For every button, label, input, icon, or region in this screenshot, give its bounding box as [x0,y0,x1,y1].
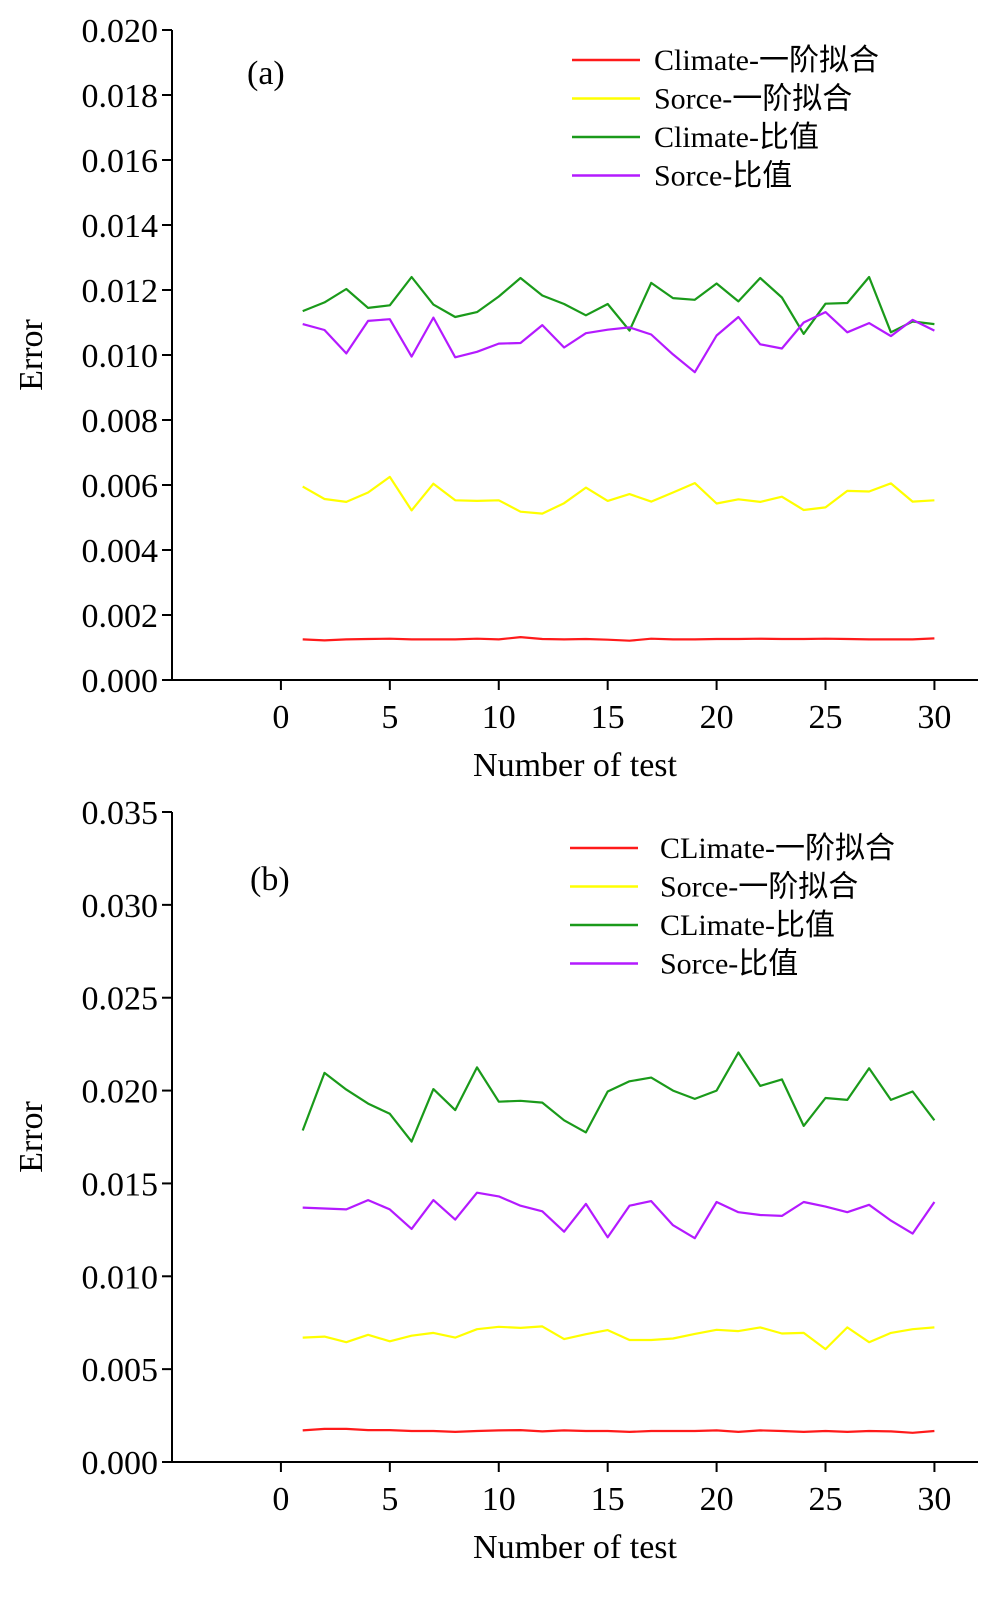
y-tick-label: 0.015 [82,1166,159,1203]
panel-b: 0.000 0.005 0.010 0.015 0.020 0.025 0.030 0.035… [13,795,978,1566]
series-line-3 [302,1191,936,1240]
y-tick-label: 0.008 [82,403,159,440]
legend-label-1: Sorce-一阶拟合 [654,83,852,116]
legend-label-3: Sorce-比值 [660,948,798,981]
series-line-2 [302,275,935,335]
legend-label-2: Climate-比值 [654,121,819,154]
panel-label: (b) [250,861,290,898]
x-tick-label: 20 [700,1481,734,1518]
y-tick-label: 0.010 [82,1259,159,1296]
x-tick-label: 0 [272,699,289,736]
series-line-1 [302,1325,935,1351]
y-tick-label: 0.000 [82,663,159,700]
y-tick-label: 0.020 [82,13,159,50]
x-tick-label: 25 [809,1481,843,1518]
y-axis-title: Error [13,318,50,390]
y-tick-label: 0.002 [82,598,159,635]
y-tick-label: 0.010 [82,338,159,375]
y-tick-label: 0.000 [82,1445,159,1482]
x-axis-title: Number of test [473,747,678,784]
y-tick-label: 0.035 [82,795,159,832]
legend-label-3: Sorce-比值 [654,160,792,193]
panel-a: 0.000 0.002 0.004 0.006 0.008 0.010 0.012 0.014… [13,13,978,784]
panel-label: (a) [247,55,285,92]
x-tick-label: 5 [381,1481,398,1518]
y-tick-label: 0.016 [82,143,159,180]
x-tick-label: 25 [809,699,843,736]
legend-label-2: CLimate-比值 [660,909,835,942]
legend-label-0: Climate-一阶拟合 [654,44,879,77]
series-line-0 [302,1427,935,1434]
series-line-3 [302,311,935,374]
y-tick-label: 0.006 [82,468,159,505]
series-line-2 [301,1051,936,1143]
x-tick-label: 10 [482,699,516,736]
y-tick-label: 0.030 [82,888,159,925]
y-tick-label: 0.005 [82,1352,159,1389]
y-axis-title: Error [13,1100,50,1172]
x-tick-label: 15 [591,699,625,736]
y-tick-label: 0.018 [82,78,159,115]
x-tick-label: 0 [272,1481,289,1518]
x-tick-label: 5 [381,699,398,736]
y-tick-label: 0.014 [82,208,159,245]
x-tick-label: 30 [917,699,951,736]
x-axis-title: Number of test [473,1529,678,1566]
x-tick-label: 30 [917,1481,951,1518]
x-tick-label: 10 [482,1481,516,1518]
y-tick-label: 0.020 [82,1074,159,1111]
y-tick-label: 0.004 [82,533,159,570]
legend-label-0: CLimate-一阶拟合 [660,832,895,865]
series-line-0 [302,635,935,642]
series-line-1 [302,475,935,515]
x-tick-label: 20 [700,699,734,736]
legend-label-1: Sorce-一阶拟合 [660,871,858,904]
x-tick-label: 15 [591,1481,625,1518]
y-tick-label: 0.012 [82,273,159,310]
y-tick-label: 0.025 [82,981,159,1018]
